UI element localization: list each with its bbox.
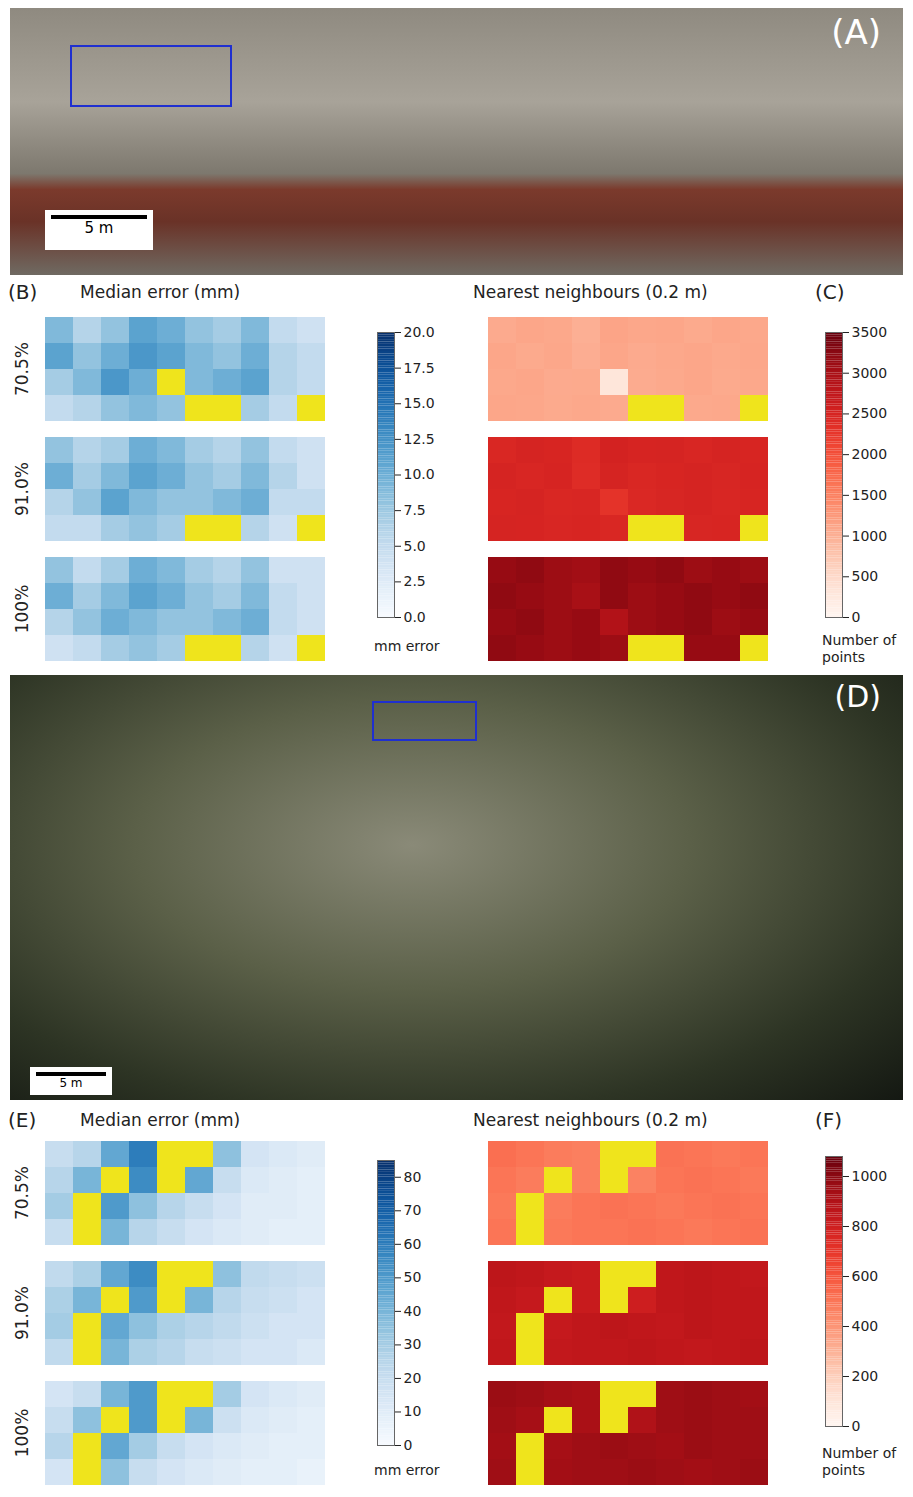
svg-text:0.0: 0.0 [404, 609, 426, 625]
html-text:mm error: mm error [374, 1462, 440, 1478]
svg-text:1000: 1000 [852, 528, 888, 544]
html-text:Nearest neighbours (0.2 m): Nearest neighbours (0.2 m) [473, 282, 708, 302]
svg-text:3000: 3000 [852, 365, 888, 381]
html-text:5 m: 5 m [84, 219, 114, 237]
svg-text:800: 800 [852, 1218, 879, 1234]
svg-text:2.5: 2.5 [404, 573, 426, 589]
svg-text:200: 200 [852, 1368, 879, 1384]
svg-text:500: 500 [852, 568, 879, 584]
html-text:(E): (E) [8, 1108, 37, 1132]
svg-text:80: 80 [404, 1169, 422, 1185]
svg-text:600: 600 [852, 1268, 879, 1284]
svg-text:15.0: 15.0 [404, 395, 435, 411]
html-text:(A): (A) [831, 12, 881, 52]
html-text:70.5%: 70.5% [12, 341, 32, 396]
html-text:Median error (mm): Median error (mm) [80, 1110, 241, 1130]
html-text:Number of points: Number of points [822, 1445, 897, 1478]
svg-text:1500: 1500 [852, 487, 888, 503]
svg-text:10.0: 10.0 [404, 466, 435, 482]
svg-text:5.0: 5.0 [404, 538, 426, 554]
svg-text:50: 50 [404, 1269, 422, 1285]
svg-text:60: 60 [404, 1236, 422, 1252]
html-text:Nearest neighbours (0.2 m): Nearest neighbours (0.2 m) [473, 1110, 708, 1130]
svg-text:10: 10 [404, 1403, 422, 1419]
svg-text:40: 40 [404, 1303, 422, 1319]
svg-text:2500: 2500 [852, 405, 888, 421]
html-text:5 m: 5 m [59, 1076, 83, 1090]
html-text:(F): (F) [815, 1108, 843, 1132]
svg-text:3500: 3500 [852, 324, 888, 340]
html-text:100%: 100% [12, 1408, 32, 1457]
html-text:Number of points: Number of points [822, 632, 897, 665]
svg-text:2000: 2000 [852, 446, 888, 462]
svg-text:12.5: 12.5 [404, 431, 435, 447]
svg-text:1000: 1000 [852, 1168, 888, 1184]
svg-text:70: 70 [404, 1202, 422, 1218]
html-text:91.0%: 91.0% [12, 461, 32, 516]
svg-text:30: 30 [404, 1336, 422, 1352]
svg-text:400: 400 [852, 1318, 879, 1334]
svg-text:7.5: 7.5 [404, 502, 426, 518]
html-text:(D): (D) [834, 679, 881, 714]
html-text:70.5%: 70.5% [12, 1165, 32, 1220]
svg-text:0: 0 [852, 1418, 861, 1434]
svg-text:0: 0 [852, 609, 861, 625]
html-text:Median error (mm): Median error (mm) [80, 282, 241, 302]
html-text:(B): (B) [8, 280, 38, 304]
html-text:(C): (C) [815, 280, 845, 304]
svg-text:17.5: 17.5 [404, 360, 435, 376]
html-text:mm error: mm error [374, 638, 440, 654]
svg-text:20.0: 20.0 [404, 324, 435, 340]
html-text:91.0%: 91.0% [12, 1285, 32, 1340]
html-text:100%: 100% [12, 584, 32, 633]
svg-text:0: 0 [404, 1437, 413, 1453]
svg-text:20: 20 [404, 1370, 422, 1386]
